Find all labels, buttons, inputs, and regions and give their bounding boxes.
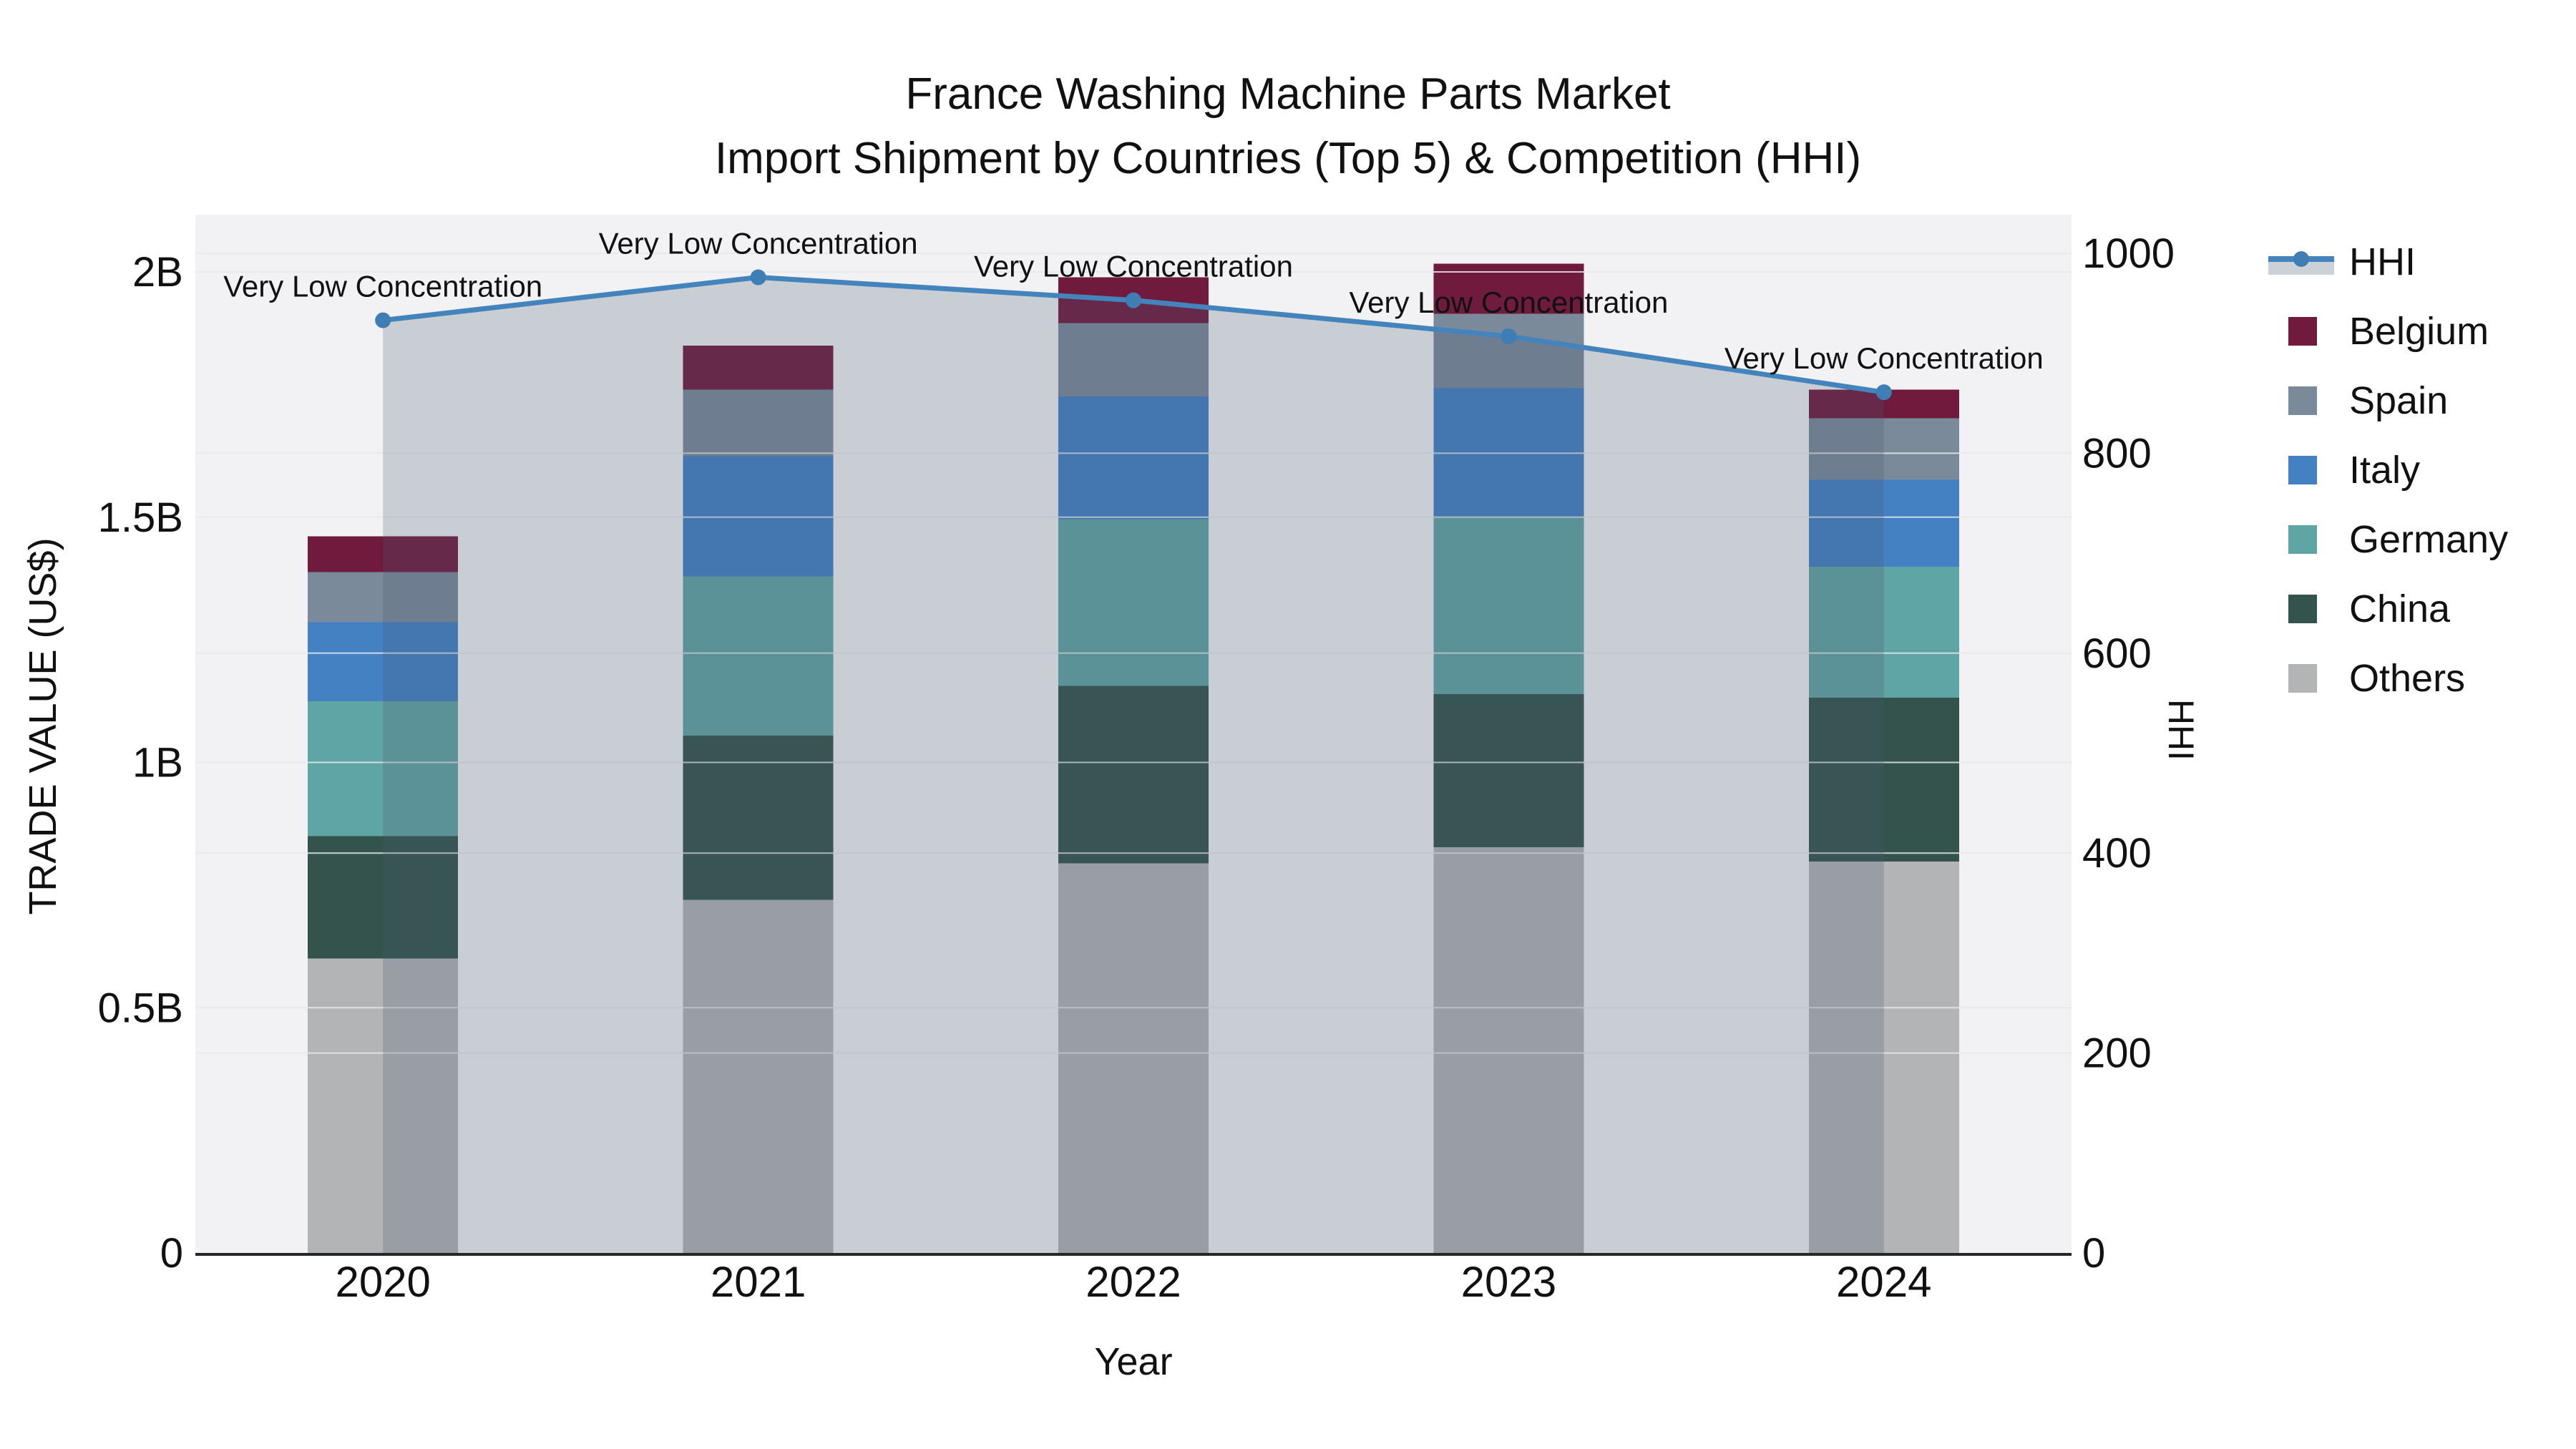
x-axis-title: Year (1094, 1340, 1173, 1383)
legend-item-others[interactable]: Others (2268, 657, 2508, 700)
y-left-tick-label-1500: 1.5B (98, 494, 183, 541)
y-left-tick-label-1000: 1B (132, 740, 183, 786)
bar-segment-italy-2020[interactable] (308, 622, 459, 701)
color-swatch (2288, 595, 2317, 623)
china-swatch-icon (2268, 589, 2336, 629)
bar-segment-italy-2022[interactable] (1058, 396, 1209, 519)
hhi-marker-2021[interactable] (750, 269, 766, 286)
y-right-tick-label-200: 200 (2082, 1030, 2152, 1077)
legend-label: Others (2349, 657, 2466, 700)
others-swatch-icon (2268, 658, 2336, 698)
legend-label: China (2349, 587, 2451, 630)
hhi-marker-2020[interactable] (375, 312, 391, 328)
legend-label: HHI (2349, 240, 2416, 283)
y-right-tick-label-0: 0 (2082, 1230, 2105, 1277)
bar-segment-others-2021[interactable] (683, 899, 834, 1253)
legend-label: Italy (2349, 449, 2421, 492)
spain-swatch-icon (2268, 381, 2336, 421)
bar-segment-spain-2022[interactable] (1058, 323, 1209, 397)
hhi-sample-band (2268, 259, 2334, 275)
bar-segment-others-2022[interactable] (1058, 863, 1209, 1253)
bar-segment-germany-2021[interactable] (683, 576, 834, 736)
color-swatch (2288, 456, 2317, 484)
bar-segment-germany-2024[interactable] (1808, 566, 1959, 698)
hhi-line-icon (2268, 242, 2336, 282)
legend-label: Belgium (2349, 310, 2489, 353)
bar-segment-spain-2024[interactable] (1808, 418, 1959, 480)
y-left-tick-label-500: 0.5B (98, 985, 183, 1031)
bar-segment-italy-2024[interactable] (1808, 479, 1959, 567)
legend-label: Germany (2349, 518, 2509, 561)
annotation-2020: Very Low Concentration (223, 270, 542, 303)
x-tick-label-2021: 2021 (711, 1258, 806, 1306)
y-left-tick-label-0: 0 (160, 1230, 183, 1277)
bar-segment-others-2024[interactable] (1808, 861, 1959, 1253)
hhi-sample-dot (2293, 251, 2309, 267)
belgium-swatch-icon (2268, 311, 2336, 351)
bar-segment-china-2024[interactable] (1808, 698, 1959, 862)
x-tick-label-2022: 2022 (1085, 1258, 1181, 1306)
annotation-2021: Very Low Concentration (599, 227, 918, 260)
y-right-tick-label-1000: 1000 (2082, 230, 2175, 277)
bar-segment-others-2023[interactable] (1433, 847, 1584, 1253)
bar-segment-spain-2021[interactable] (683, 389, 834, 457)
legend: HHI Belgium Spain Italy Germany China Others (2268, 240, 2509, 700)
color-swatch (2288, 386, 2317, 415)
legend-item-hhi[interactable]: HHI (2268, 240, 2508, 283)
y-right-tick-label-800: 800 (2082, 430, 2152, 477)
bar-segment-spain-2020[interactable] (308, 572, 459, 623)
hhi-area (383, 277, 1884, 1253)
annotation-2024: Very Low Concentration (1724, 341, 2044, 375)
y-left-axis-title: TRADE VALUE (US$) (21, 537, 64, 915)
y-right-tick-label-400: 400 (2082, 830, 2152, 877)
annotation-2023: Very Low Concentration (1349, 286, 1668, 319)
legend-item-germany[interactable]: Germany (2268, 518, 2509, 561)
color-swatch (2288, 525, 2317, 554)
bar-segment-china-2020[interactable] (308, 836, 459, 959)
bar-segment-belgium-2020[interactable] (308, 536, 459, 572)
hhi-marker-2023[interactable] (1501, 328, 1517, 344)
legend-item-china[interactable]: China (2268, 587, 2508, 630)
annotation-2022: Very Low Concentration (974, 250, 1293, 283)
italy-swatch-icon (2268, 450, 2336, 490)
bar-segment-germany-2020[interactable] (308, 701, 459, 836)
bar-segment-spain-2023[interactable] (1433, 313, 1584, 389)
bar-segment-italy-2021[interactable] (683, 456, 834, 577)
y-left-tick-label-2000: 2B (132, 249, 183, 296)
y-right-tick-label-600: 600 (2082, 630, 2152, 677)
bar-segment-germany-2023[interactable] (1433, 517, 1584, 695)
legend-item-spain[interactable]: Spain (2268, 379, 2508, 422)
legend-item-italy[interactable]: Italy (2268, 449, 2508, 492)
legend-item-belgium[interactable]: Belgium (2268, 310, 2508, 353)
bar-segment-china-2022[interactable] (1058, 686, 1209, 864)
x-tick-label-2023: 2023 (1461, 1258, 1556, 1306)
hhi-marker-2024[interactable] (1875, 384, 1892, 401)
germany-swatch-icon (2268, 519, 2336, 560)
x-tick-label-2024: 2024 (1836, 1258, 1931, 1306)
color-swatch (2288, 317, 2317, 346)
bar-segment-china-2023[interactable] (1433, 694, 1584, 848)
y-right-axis-title: HHI (2161, 698, 2201, 761)
hhi-marker-2022[interactable] (1126, 292, 1141, 308)
legend-label: Spain (2349, 379, 2449, 422)
bar-segment-belgium-2021[interactable] (683, 345, 834, 390)
bar-segment-germany-2022[interactable] (1058, 519, 1209, 686)
x-tick-label-2020: 2020 (335, 1258, 430, 1306)
color-swatch (2288, 664, 2317, 693)
